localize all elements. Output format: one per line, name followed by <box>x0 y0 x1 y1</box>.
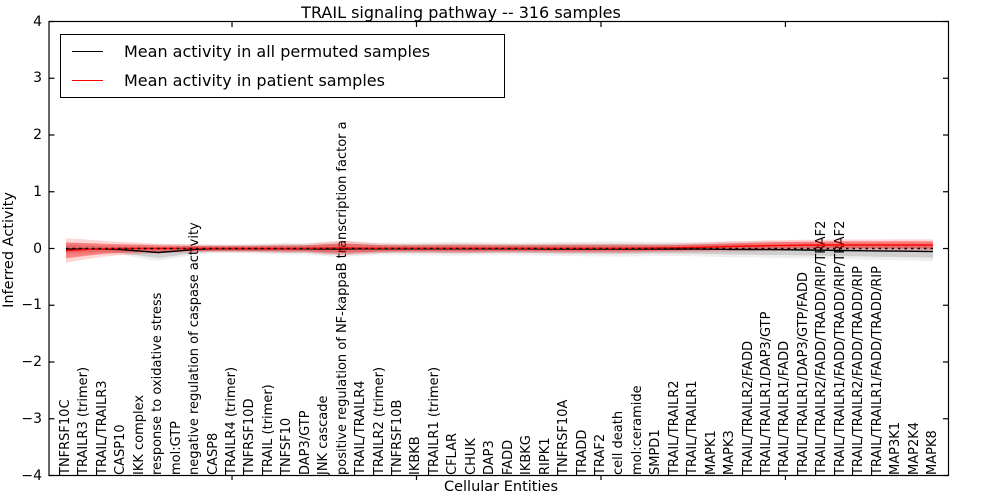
x-axis-label: Cellular Entities <box>443 479 559 495</box>
y-tick-label: −4 <box>21 467 42 484</box>
patient-line-swatch-icon <box>72 80 103 81</box>
y-tick-label: 4 <box>33 13 42 30</box>
y-tick-label: −1 <box>21 297 42 314</box>
y-tick-label: −2 <box>21 354 42 370</box>
y-tick-label: −3 <box>21 410 42 427</box>
legend-label: Mean activity in patient samples <box>124 70 385 90</box>
legend-label: Mean activity in all permuted samples <box>124 41 431 61</box>
y-tick-label: 0 <box>33 240 42 257</box>
y-tick-label: 3 <box>33 70 42 87</box>
patient-std-band-outer <box>66 238 933 263</box>
legend: Mean activity in all permuted samples Me… <box>60 34 505 98</box>
permuted-std-band-outer <box>66 240 933 262</box>
patient-std-band <box>66 241 933 259</box>
permuted-line-swatch-icon <box>72 51 103 52</box>
chart-title: TRAIL signaling pathway -- 316 samples <box>301 3 621 22</box>
legend-item-patient: Mean activity in patient samples <box>61 66 504 95</box>
y-tick-label: 2 <box>33 127 42 143</box>
y-tick-label: 1 <box>33 183 42 200</box>
legend-item-permuted: Mean activity in all permuted samples <box>61 37 504 66</box>
